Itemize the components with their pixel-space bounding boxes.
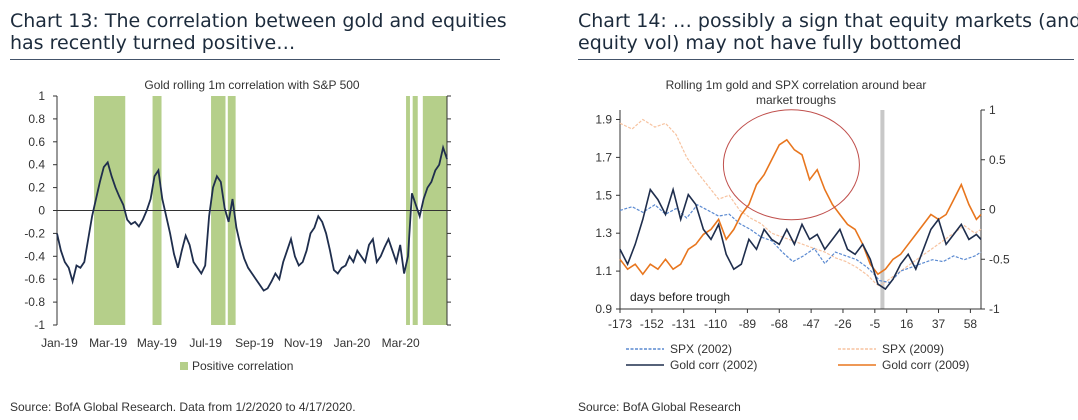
y-tick-label-left: 0.9 <box>595 302 612 316</box>
x-tick-label: -68 <box>771 317 789 331</box>
x-tick-label: 58 <box>964 317 978 331</box>
trough-marker <box>880 110 885 309</box>
legend-label: Gold corr (2002) <box>670 358 757 372</box>
y-tick-label-left: 1.1 <box>595 264 612 278</box>
right-title-line-1: Chart 14: … possibly a sign that equity … <box>578 10 1078 32</box>
y-tick-label: -0.8 <box>24 295 45 309</box>
left-chart-panel: Chart 13: The correlation between gold a… <box>0 0 510 420</box>
x-tick-label: -131 <box>672 317 696 331</box>
y-tick-label-left: 1.5 <box>595 188 612 202</box>
left-title-rule <box>10 59 500 60</box>
right-title-rule <box>578 59 1074 60</box>
x-tick-label: Mar-20 <box>382 336 420 350</box>
x-tick-label: -110 <box>704 317 727 331</box>
legend-label: SPX (2009) <box>882 342 944 356</box>
x-tick-label: Jan-19 <box>41 336 78 350</box>
left-title-line-1: Chart 13: The correlation between gold a… <box>10 10 507 32</box>
correlation-line <box>56 144 448 292</box>
y-tick-label-right: -0.5 <box>989 252 1010 266</box>
y-tick-label: -1 <box>34 318 45 332</box>
y-tick-label: -0.6 <box>24 272 45 286</box>
x-tick-label: 37 <box>932 317 946 331</box>
y-tick-label: 0.6 <box>28 135 45 149</box>
y-tick-label: -0.2 <box>24 226 45 240</box>
series-line-gold-corr-2009 <box>619 138 982 276</box>
x-tick-label: Mar-19 <box>89 336 127 350</box>
series-line-spx-2009 <box>619 118 982 288</box>
y-tick-label-right: 0 <box>989 203 996 217</box>
left-correlation-chart: Gold rolling 1m correlation with S&P 500… <box>24 78 451 373</box>
series-line-gold-corr-2002 <box>619 186 982 291</box>
chart-title: Gold rolling 1m correlation with S&P 500 <box>144 78 360 92</box>
days-before-trough-annotation: days before trough <box>630 290 730 304</box>
right-trough-chart: Rolling 1m gold and SPX correlation arou… <box>595 78 1010 372</box>
x-tick-label: -5 <box>869 317 880 331</box>
y-tick-label-left: 1.7 <box>595 150 612 164</box>
x-tick-label: -47 <box>802 317 820 331</box>
y-tick-label-right: -1 <box>989 302 1000 316</box>
highlight-ellipse <box>722 109 860 221</box>
y-tick-label: 0.8 <box>28 112 45 126</box>
left-source-note: Source: BofA Global Research. Data from … <box>10 400 356 414</box>
x-tick-label: -26 <box>834 317 852 331</box>
series-line-spx-2002 <box>619 204 982 284</box>
right-chart-panel: Chart 14: … possibly a sign that equity … <box>578 0 1078 420</box>
x-tick-label: Sep-19 <box>235 336 274 350</box>
right-title-line-2: equity vol) may not have fully bottomed <box>578 32 962 54</box>
legend-label: SPX (2002) <box>670 342 732 356</box>
x-tick-label: Nov-19 <box>284 336 323 350</box>
y-tick-label: 0.4 <box>28 158 45 172</box>
x-tick-label: -173 <box>608 317 632 331</box>
legend-label-positive: Positive correlation <box>192 359 293 373</box>
y-tick-label-right: 0.5 <box>989 153 1006 167</box>
y-tick-label-left: 1.3 <box>595 226 612 240</box>
x-tick-label: -89 <box>739 317 757 331</box>
x-tick-label: Jan-20 <box>334 336 371 350</box>
x-tick-label: 16 <box>900 317 914 331</box>
x-tick-label: Jul-19 <box>189 336 222 350</box>
y-tick-label-left: 1.9 <box>595 112 612 126</box>
y-tick-label-right: 1 <box>989 103 996 117</box>
y-tick-label: -0.4 <box>24 249 45 263</box>
chart-title-line-2: market troughs <box>756 93 836 107</box>
legend-label: Gold corr (2009) <box>882 358 969 372</box>
y-tick-label: 0.2 <box>28 181 45 195</box>
x-tick-label: May-19 <box>137 336 177 350</box>
right-chart-title: Chart 14: … possibly a sign that equity … <box>578 10 1078 54</box>
legend-swatch-positive <box>180 362 188 370</box>
left-chart-title: Chart 13: The correlation between gold a… <box>10 10 507 54</box>
right-source-note: Source: BofA Global Research <box>578 400 741 414</box>
left-title-line-2: has recently turned positive… <box>10 32 296 54</box>
y-tick-label: 1 <box>38 89 45 103</box>
y-tick-label: 0 <box>38 204 45 218</box>
x-tick-label: -152 <box>640 317 664 331</box>
chart-title-line-1: Rolling 1m gold and SPX correlation arou… <box>666 78 927 92</box>
